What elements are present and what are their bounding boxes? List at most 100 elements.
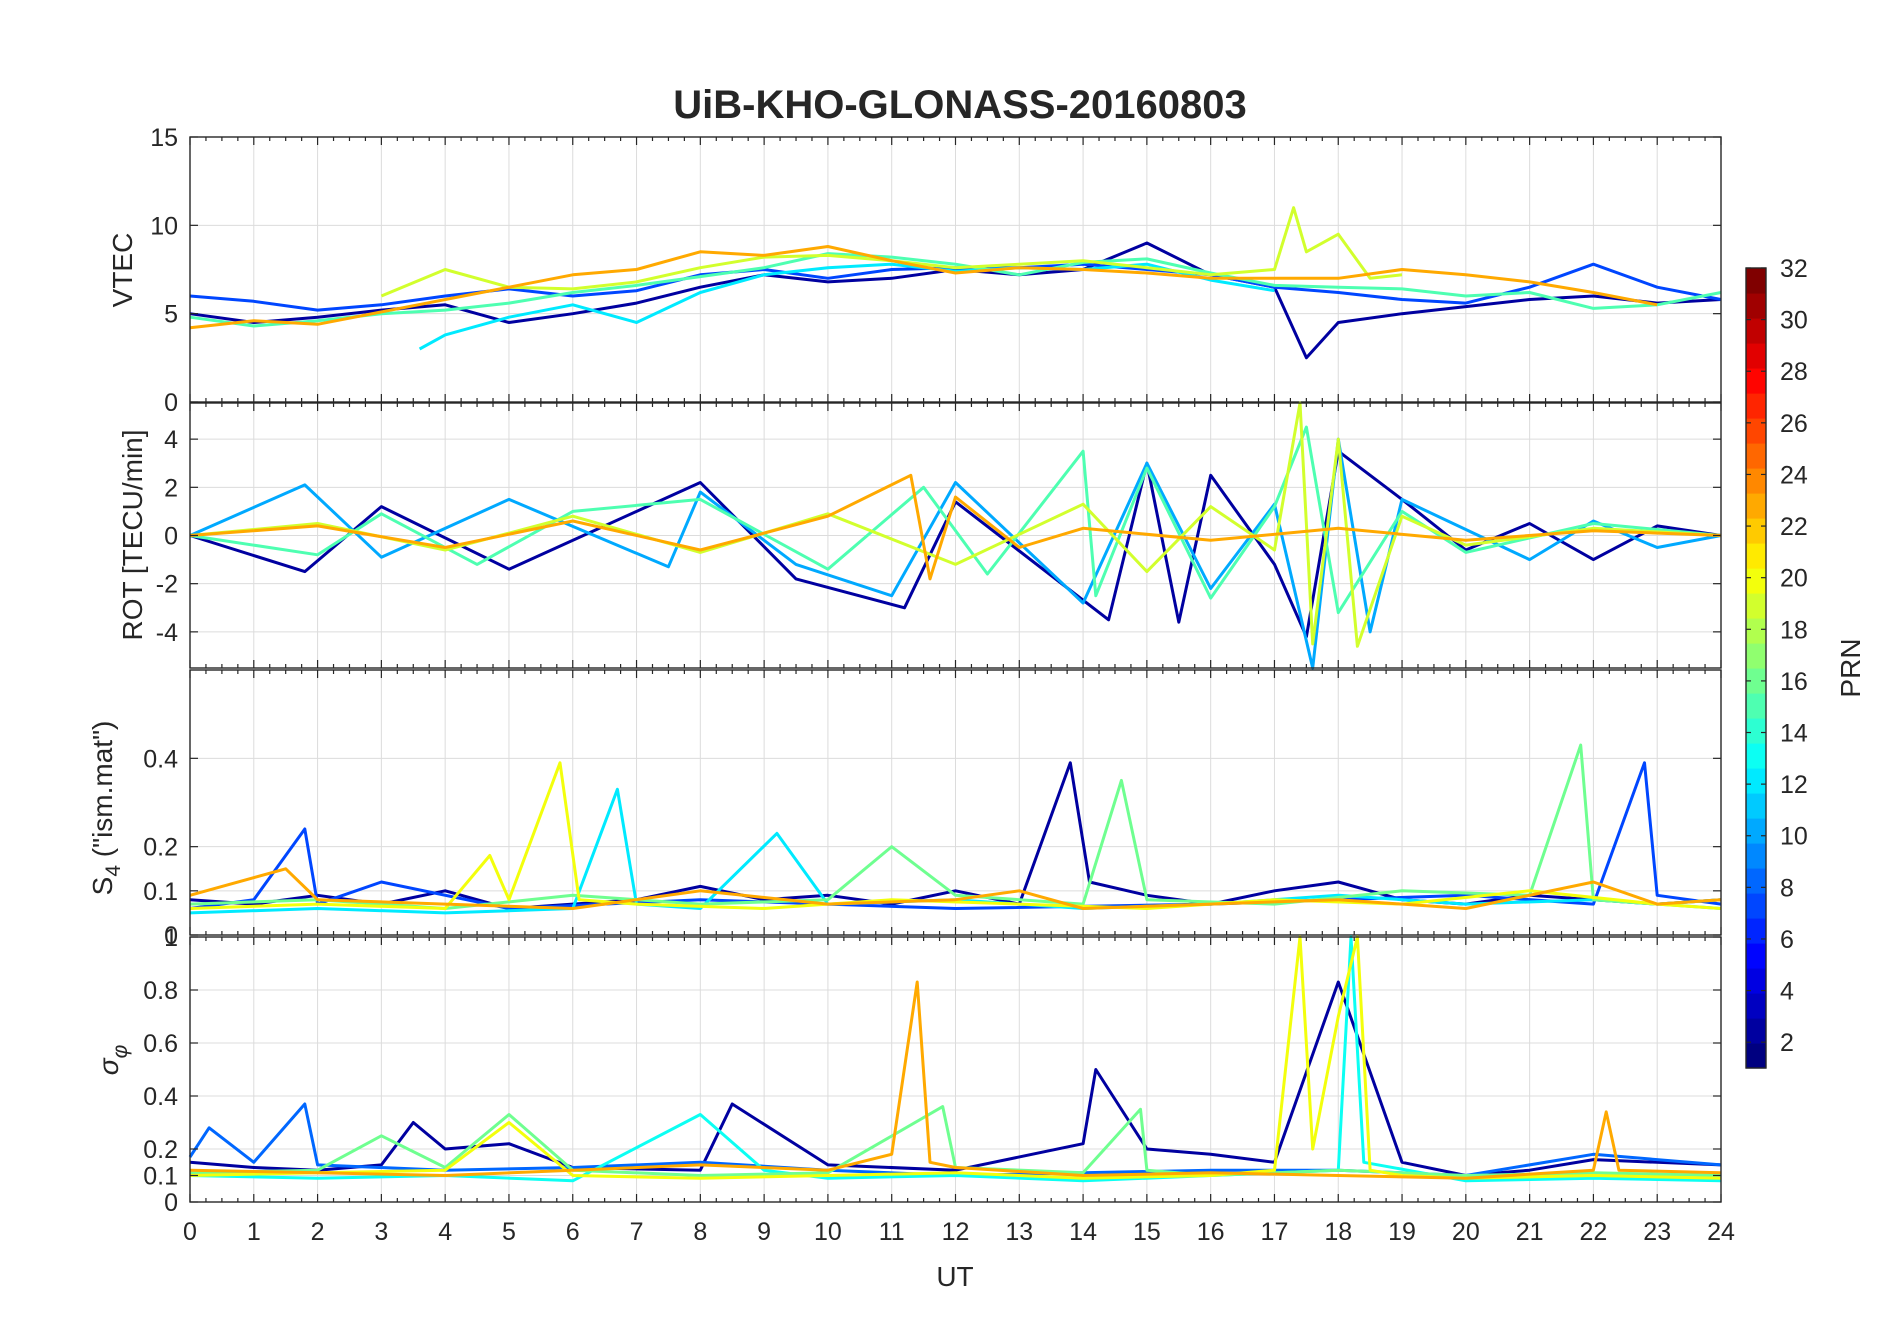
y-tick-label: 0.2 <box>143 1136 178 1164</box>
series-line-prn-19 <box>189 401 1722 648</box>
y-tick-label: 15 <box>150 124 178 152</box>
x-axis-label: UT <box>936 1261 973 1292</box>
colorbar-cell <box>1746 543 1766 569</box>
colorbar-tick-label: 26 <box>1780 410 1808 438</box>
y-tick-label: 0.1 <box>143 878 178 906</box>
colorbar-tick-label: 4 <box>1780 978 1794 1006</box>
y-tick-label: 0.2 <box>143 834 178 862</box>
y-tick-label: 0 <box>164 1189 178 1217</box>
colorbar-cell <box>1746 943 1766 969</box>
colorbar-tick-label: 14 <box>1780 720 1808 748</box>
ylabel-s4: S4 ("ism.mat") <box>87 721 125 896</box>
ylabel-sigma-phi: σφ <box>93 1044 132 1075</box>
colorbar-cell <box>1746 343 1766 369</box>
colorbar-tick-label: 20 <box>1780 565 1808 593</box>
x-tick-label: 9 <box>757 1218 771 1246</box>
colorbar-cell <box>1746 468 1766 494</box>
colorbar-tick-label: 18 <box>1780 616 1808 644</box>
x-tick-label: 7 <box>630 1218 644 1246</box>
y-tick-label: 5 <box>164 301 178 329</box>
y-tick-label: 0.1 <box>143 1163 178 1191</box>
x-tick-label: 14 <box>1069 1218 1097 1246</box>
colorbar-cell <box>1746 318 1766 344</box>
y-tick-label: 0 <box>164 922 178 950</box>
x-tick-label: 19 <box>1388 1218 1416 1246</box>
series-line-prn-23 <box>189 980 1722 1180</box>
colorbar-cell <box>1746 268 1766 294</box>
y-tick-label: 0.4 <box>143 1083 178 1111</box>
colorbar-cell <box>1746 743 1766 769</box>
y-tick-label: 0.6 <box>143 1030 178 1058</box>
x-tick-label: 13 <box>1005 1218 1033 1246</box>
colorbar-cell <box>1746 293 1766 319</box>
series-line-prn-13 <box>189 935 1722 1183</box>
x-tick-label: 10 <box>814 1218 842 1246</box>
colorbar-cell <box>1746 893 1766 919</box>
panel-vtec: 0 5 10 15 VTEC <box>107 124 1722 417</box>
chart-title: UiB-KHO-GLONASS-20160803 <box>673 83 1247 127</box>
y-tick-label: -4 <box>156 619 178 647</box>
colorbar-cell <box>1746 993 1766 1019</box>
series-line-prn-16 <box>189 1105 1722 1177</box>
colorbar-tick-label: 12 <box>1780 771 1808 799</box>
colorbar-frame <box>1745 267 1767 1069</box>
x-tick-label: 18 <box>1324 1218 1352 1246</box>
y-tick-label: 0 <box>164 389 178 417</box>
x-tick-label: 8 <box>693 1218 707 1246</box>
colorbar-cell <box>1746 693 1766 719</box>
colorbar-cell <box>1746 518 1766 544</box>
y-tick-label: 1 <box>164 924 178 952</box>
colorbar-cell <box>1746 793 1766 819</box>
y-tick-label: 4 <box>164 426 178 454</box>
colorbar-cell <box>1746 493 1766 519</box>
colorbar-label: PRN <box>1835 638 1866 697</box>
panel-s4: 0 0.1 0.2 0.4 S4 ("ism.mat") <box>87 669 1722 950</box>
series-line-prn-23 <box>189 867 1722 910</box>
colorbar-tick-label: 22 <box>1780 513 1808 541</box>
series-line-prn-15 <box>189 252 1722 328</box>
colorbar-cell <box>1746 643 1766 669</box>
x-tick-label: 17 <box>1261 1218 1289 1246</box>
colorbar-cell <box>1746 868 1766 894</box>
x-tick-label: 6 <box>566 1218 580 1246</box>
colorbar-cell <box>1746 393 1766 419</box>
colorbar-cell <box>1746 443 1766 469</box>
series-line-prn-12 <box>189 787 1722 915</box>
colorbar-cell <box>1746 768 1766 794</box>
x-tick-label: 5 <box>502 1218 516 1246</box>
colorbar-tick-label: 24 <box>1780 461 1808 489</box>
colorbar-tick-label: 2 <box>1780 1029 1794 1057</box>
panel-sigma-phi: 00.10.20.40.60.81 σφ <box>93 924 1722 1217</box>
colorbar-tick-label: 6 <box>1780 926 1794 954</box>
y-tick-label: 2 <box>164 474 178 502</box>
series-line-prn-19 <box>380 206 1403 298</box>
colorbar-tick-label: 8 <box>1780 874 1794 902</box>
colorbar-cell <box>1746 718 1766 744</box>
x-tick-label: 21 <box>1516 1218 1544 1246</box>
ylabel-rot: ROT [TECU/min] <box>117 429 148 640</box>
colorbar-cell <box>1746 368 1766 394</box>
x-tick-label: 23 <box>1643 1218 1671 1246</box>
x-tick-label: 3 <box>374 1218 388 1246</box>
colorbar-cell <box>1746 918 1766 944</box>
colorbar-cell <box>1746 568 1766 594</box>
x-tick-label: 20 <box>1452 1218 1480 1246</box>
x-tick-label: 16 <box>1197 1218 1225 1246</box>
colorbar-cell <box>1746 968 1766 994</box>
x-tick-label: 1 <box>247 1218 261 1246</box>
x-tick-label: 24 <box>1707 1218 1735 1246</box>
colorbar-cell <box>1746 1018 1766 1044</box>
series-line-prn-23 <box>189 245 1658 330</box>
series-line-prn-15 <box>189 425 1722 615</box>
ylabel-vtec: VTEC <box>107 233 138 308</box>
colorbar-tick-label: 10 <box>1780 823 1808 851</box>
series-line-prn-23 <box>189 473 1722 581</box>
colorbar-tick-label: 30 <box>1780 307 1808 335</box>
colorbar-tick-label: 16 <box>1780 668 1808 696</box>
x-tick-label: 11 <box>879 1218 905 1246</box>
colorbar-cell <box>1746 593 1766 619</box>
colorbar-tick-label: 32 <box>1780 255 1808 283</box>
y-tick-label: 10 <box>150 212 178 240</box>
